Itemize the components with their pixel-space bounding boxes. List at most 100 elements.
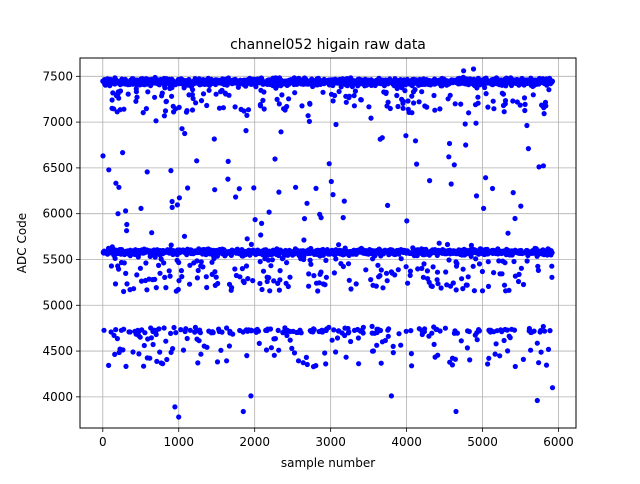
data-point bbox=[453, 408, 459, 415]
data-point bbox=[259, 286, 265, 293]
data-point bbox=[432, 107, 438, 113]
data-point bbox=[182, 130, 188, 137]
data-point bbox=[153, 331, 159, 338]
data-point bbox=[419, 265, 425, 271]
data-point bbox=[424, 104, 430, 110]
data-point bbox=[452, 356, 458, 362]
data-point bbox=[536, 360, 542, 366]
data-point bbox=[500, 91, 506, 97]
data-point bbox=[213, 91, 219, 97]
data-point bbox=[157, 270, 163, 276]
data-point bbox=[416, 99, 422, 105]
data-point bbox=[204, 284, 210, 291]
data-point bbox=[431, 92, 437, 99]
data-point bbox=[460, 286, 466, 292]
data-point bbox=[161, 325, 167, 331]
data-point bbox=[352, 88, 358, 94]
data-point bbox=[213, 274, 219, 280]
data-point bbox=[538, 328, 544, 334]
data-point bbox=[387, 105, 393, 112]
data-point bbox=[402, 88, 408, 94]
data-point bbox=[237, 274, 243, 280]
data-point bbox=[313, 185, 319, 191]
data-point bbox=[304, 361, 310, 368]
data-point bbox=[261, 89, 267, 95]
data-point bbox=[185, 185, 191, 191]
data-point bbox=[450, 280, 456, 286]
data-point bbox=[549, 78, 556, 84]
data-point bbox=[536, 164, 542, 170]
data-point bbox=[485, 283, 492, 289]
data-point bbox=[438, 285, 444, 291]
data-point bbox=[512, 215, 518, 222]
data-point bbox=[203, 274, 209, 280]
data-point bbox=[515, 278, 522, 285]
data-point bbox=[160, 361, 166, 367]
data-point bbox=[226, 92, 232, 98]
data-point bbox=[333, 256, 339, 262]
data-point bbox=[375, 262, 381, 268]
y-tick-label: 4500 bbox=[42, 344, 73, 358]
data-point bbox=[511, 327, 518, 333]
data-point bbox=[424, 268, 430, 274]
data-point bbox=[549, 250, 555, 256]
data-point bbox=[336, 242, 342, 248]
data-point bbox=[458, 101, 464, 107]
data-point bbox=[134, 94, 140, 100]
data-point bbox=[512, 363, 518, 370]
data-point bbox=[524, 122, 530, 129]
data-point bbox=[149, 230, 155, 236]
data-point bbox=[370, 348, 376, 354]
data-point bbox=[517, 102, 523, 108]
x-axis-label: sample number bbox=[281, 456, 375, 470]
data-point bbox=[311, 326, 317, 333]
data-point bbox=[448, 181, 454, 187]
data-point bbox=[414, 161, 420, 167]
data-point bbox=[524, 258, 530, 264]
data-point bbox=[485, 361, 491, 367]
data-point bbox=[279, 92, 285, 98]
data-point bbox=[158, 256, 164, 262]
data-point bbox=[505, 230, 511, 236]
data-point bbox=[265, 257, 271, 263]
data-point bbox=[543, 362, 550, 368]
data-point bbox=[125, 91, 131, 97]
data-point bbox=[479, 268, 485, 275]
data-point bbox=[403, 133, 409, 139]
data-point bbox=[260, 268, 267, 274]
data-point bbox=[272, 156, 278, 162]
data-point bbox=[116, 184, 122, 190]
data-point bbox=[511, 258, 517, 265]
x-tick-label: 5000 bbox=[467, 435, 498, 449]
data-point bbox=[274, 96, 280, 102]
data-point bbox=[343, 99, 349, 105]
data-point bbox=[301, 216, 308, 222]
data-point bbox=[198, 98, 205, 104]
data-point bbox=[476, 328, 482, 334]
data-point bbox=[531, 328, 537, 334]
data-point bbox=[407, 268, 413, 274]
data-point bbox=[496, 258, 502, 264]
data-point bbox=[522, 107, 528, 114]
data-point bbox=[116, 95, 122, 101]
x-tick-label: 3000 bbox=[315, 435, 346, 449]
data-point bbox=[212, 269, 218, 275]
data-point bbox=[123, 208, 129, 214]
data-point bbox=[194, 275, 200, 281]
data-point bbox=[444, 241, 451, 248]
data-point bbox=[461, 68, 467, 74]
data-point bbox=[241, 108, 247, 114]
data-point bbox=[183, 326, 189, 332]
data-point bbox=[163, 285, 169, 291]
data-point bbox=[236, 186, 242, 192]
data-point bbox=[407, 272, 413, 278]
x-tick-label: 0 bbox=[99, 435, 107, 449]
data-point bbox=[248, 393, 254, 399]
data-point bbox=[435, 281, 441, 287]
data-point bbox=[174, 202, 180, 208]
data-point bbox=[388, 393, 394, 399]
data-point bbox=[287, 274, 293, 280]
data-point bbox=[233, 194, 239, 200]
data-point bbox=[502, 260, 508, 266]
